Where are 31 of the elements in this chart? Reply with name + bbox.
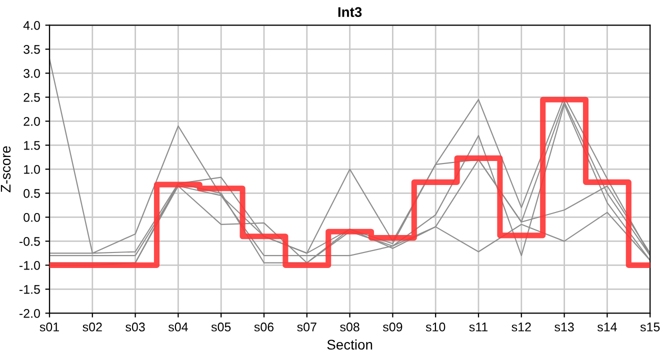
x-tick-label: s06	[254, 322, 274, 332]
chart-title: Int3	[338, 7, 362, 18]
y-tick-label: 1.0	[24, 165, 40, 174]
x-tick-label: s03	[126, 322, 145, 332]
y-tick-label: 4.0	[23, 21, 40, 30]
y-tick-label: 0.5	[24, 189, 40, 198]
x-tick-label: s14	[597, 322, 617, 332]
y-tick-label: 1.5	[24, 141, 40, 150]
x-tick-label: s15	[640, 322, 660, 332]
y-tick-label: 3.0	[24, 69, 40, 78]
y-tick-label: -2.0	[19, 309, 40, 318]
x-tick-label: s11	[469, 322, 488, 332]
x-axis-title: Section	[327, 339, 372, 350]
x-tick-label: s02	[82, 322, 102, 332]
x-tick-label: s10	[426, 322, 446, 332]
x-tick-label: s07	[297, 322, 316, 332]
y-tick-label: 2.0	[24, 117, 40, 126]
x-tick-label: s01	[40, 322, 59, 332]
x-tick-label: s12	[512, 322, 531, 332]
y-tick-label: 0.0	[24, 213, 40, 222]
x-tick-label: s09	[382, 322, 402, 332]
x-tick-label: s04	[168, 322, 188, 332]
y-tick-label: 2.5	[24, 93, 40, 102]
y-axis-title: Z-score	[0, 146, 11, 192]
x-tick-label: s13	[554, 322, 574, 332]
x-tick-label: s05	[211, 322, 231, 332]
y-tick-label: 3.5	[24, 45, 40, 54]
x-tick-label: s08	[340, 322, 360, 332]
y-tick-label: -1.5	[19, 285, 40, 294]
y-tick-label: -1.0	[19, 261, 40, 270]
y-tick-label: -0.5	[19, 237, 40, 246]
